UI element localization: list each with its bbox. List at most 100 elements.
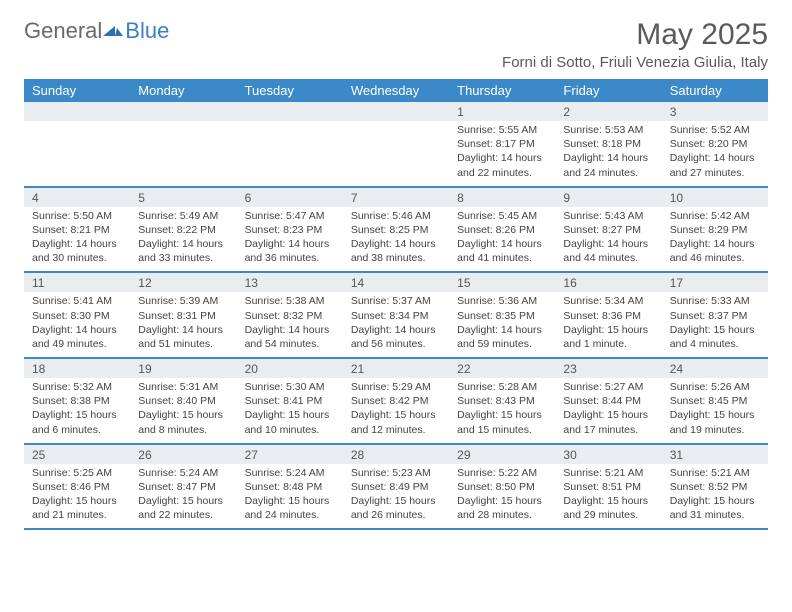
sunset-line: Sunset: 8:50 PM xyxy=(457,480,547,494)
weekday-label: Thursday xyxy=(449,79,555,102)
day-cell: Sunrise: 5:37 AMSunset: 8:34 PMDaylight:… xyxy=(343,292,449,357)
daylight-line: Daylight: 15 hours and 26 minutes. xyxy=(351,494,441,522)
weekday-label: Monday xyxy=(130,79,236,102)
day-number xyxy=(343,102,449,121)
sunrise-line: Sunrise: 5:41 AM xyxy=(32,294,122,308)
day-cell: Sunrise: 5:29 AMSunset: 8:42 PMDaylight:… xyxy=(343,378,449,443)
day-number xyxy=(130,102,236,121)
day-cell: Sunrise: 5:26 AMSunset: 8:45 PMDaylight:… xyxy=(662,378,768,443)
day-cell: Sunrise: 5:34 AMSunset: 8:36 PMDaylight:… xyxy=(555,292,661,357)
day-number: 31 xyxy=(662,445,768,464)
sunrise-line: Sunrise: 5:38 AM xyxy=(245,294,335,308)
day-cell: Sunrise: 5:45 AMSunset: 8:26 PMDaylight:… xyxy=(449,207,555,272)
sunrise-line: Sunrise: 5:28 AM xyxy=(457,380,547,394)
weekday-label: Saturday xyxy=(662,79,768,102)
day-number: 15 xyxy=(449,273,555,292)
sunrise-line: Sunrise: 5:43 AM xyxy=(563,209,653,223)
sunrise-line: Sunrise: 5:50 AM xyxy=(32,209,122,223)
day-cell xyxy=(130,121,236,186)
sunset-line: Sunset: 8:36 PM xyxy=(563,309,653,323)
day-cell: Sunrise: 5:31 AMSunset: 8:40 PMDaylight:… xyxy=(130,378,236,443)
sunrise-line: Sunrise: 5:36 AM xyxy=(457,294,547,308)
day-number: 22 xyxy=(449,359,555,378)
day-number: 5 xyxy=(130,188,236,207)
daynum-row: 18192021222324 xyxy=(24,359,768,378)
day-cell: Sunrise: 5:43 AMSunset: 8:27 PMDaylight:… xyxy=(555,207,661,272)
daylight-line: Daylight: 15 hours and 31 minutes. xyxy=(670,494,760,522)
daynum-row: 123 xyxy=(24,102,768,121)
sunrise-line: Sunrise: 5:42 AM xyxy=(670,209,760,223)
daylight-line: Daylight: 14 hours and 54 minutes. xyxy=(245,323,335,351)
weekday-label: Tuesday xyxy=(237,79,343,102)
weekday-header: Sunday Monday Tuesday Wednesday Thursday… xyxy=(24,79,768,102)
daylight-line: Daylight: 14 hours and 51 minutes. xyxy=(138,323,228,351)
day-number: 26 xyxy=(130,445,236,464)
day-cell: Sunrise: 5:24 AMSunset: 8:48 PMDaylight:… xyxy=(237,464,343,529)
title-block: May 2025 Forni di Sotto, Friuli Venezia … xyxy=(502,18,768,71)
sunset-line: Sunset: 8:17 PM xyxy=(457,137,547,151)
sunset-line: Sunset: 8:32 PM xyxy=(245,309,335,323)
sunrise-line: Sunrise: 5:47 AM xyxy=(245,209,335,223)
sunrise-line: Sunrise: 5:55 AM xyxy=(457,123,547,137)
day-number: 2 xyxy=(555,102,661,121)
sunrise-line: Sunrise: 5:52 AM xyxy=(670,123,760,137)
day-number: 20 xyxy=(237,359,343,378)
sunrise-line: Sunrise: 5:53 AM xyxy=(563,123,653,137)
sunrise-line: Sunrise: 5:27 AM xyxy=(563,380,653,394)
day-number: 13 xyxy=(237,273,343,292)
weekday-label: Friday xyxy=(555,79,661,102)
day-cell: Sunrise: 5:30 AMSunset: 8:41 PMDaylight:… xyxy=(237,378,343,443)
details-row: Sunrise: 5:41 AMSunset: 8:30 PMDaylight:… xyxy=(24,292,768,357)
sunrise-line: Sunrise: 5:45 AM xyxy=(457,209,547,223)
daylight-line: Daylight: 14 hours and 44 minutes. xyxy=(563,237,653,265)
sunset-line: Sunset: 8:26 PM xyxy=(457,223,547,237)
page-title: May 2025 xyxy=(502,18,768,52)
sunrise-line: Sunrise: 5:25 AM xyxy=(32,466,122,480)
day-cell: Sunrise: 5:23 AMSunset: 8:49 PMDaylight:… xyxy=(343,464,449,529)
calendar-week: 123Sunrise: 5:55 AMSunset: 8:17 PMDaylig… xyxy=(24,102,768,188)
daylight-line: Daylight: 15 hours and 19 minutes. xyxy=(670,408,760,436)
day-number: 1 xyxy=(449,102,555,121)
logo-word1: General xyxy=(24,18,102,44)
day-cell xyxy=(237,121,343,186)
calendar-page: General Blue May 2025 Forni di Sotto, Fr… xyxy=(0,0,792,542)
day-number: 10 xyxy=(662,188,768,207)
sunset-line: Sunset: 8:22 PM xyxy=(138,223,228,237)
daylight-line: Daylight: 14 hours and 59 minutes. xyxy=(457,323,547,351)
day-number xyxy=(237,102,343,121)
daynum-row: 11121314151617 xyxy=(24,273,768,292)
sunset-line: Sunset: 8:47 PM xyxy=(138,480,228,494)
sunrise-line: Sunrise: 5:24 AM xyxy=(245,466,335,480)
day-cell: Sunrise: 5:24 AMSunset: 8:47 PMDaylight:… xyxy=(130,464,236,529)
day-number: 23 xyxy=(555,359,661,378)
sunset-line: Sunset: 8:49 PM xyxy=(351,480,441,494)
day-number: 19 xyxy=(130,359,236,378)
sunrise-line: Sunrise: 5:46 AM xyxy=(351,209,441,223)
sunset-line: Sunset: 8:51 PM xyxy=(563,480,653,494)
sunset-line: Sunset: 8:45 PM xyxy=(670,394,760,408)
daylight-line: Daylight: 15 hours and 4 minutes. xyxy=(670,323,760,351)
day-number: 12 xyxy=(130,273,236,292)
day-cell: Sunrise: 5:42 AMSunset: 8:29 PMDaylight:… xyxy=(662,207,768,272)
day-number: 4 xyxy=(24,188,130,207)
day-number: 6 xyxy=(237,188,343,207)
sunrise-line: Sunrise: 5:32 AM xyxy=(32,380,122,394)
day-number: 28 xyxy=(343,445,449,464)
sunrise-line: Sunrise: 5:22 AM xyxy=(457,466,547,480)
daylight-line: Daylight: 15 hours and 12 minutes. xyxy=(351,408,441,436)
sunrise-line: Sunrise: 5:24 AM xyxy=(138,466,228,480)
details-row: Sunrise: 5:32 AMSunset: 8:38 PMDaylight:… xyxy=(24,378,768,443)
sunrise-line: Sunrise: 5:49 AM xyxy=(138,209,228,223)
daylight-line: Daylight: 14 hours and 56 minutes. xyxy=(351,323,441,351)
day-cell: Sunrise: 5:46 AMSunset: 8:25 PMDaylight:… xyxy=(343,207,449,272)
daynum-row: 25262728293031 xyxy=(24,445,768,464)
daylight-line: Daylight: 15 hours and 29 minutes. xyxy=(563,494,653,522)
sunset-line: Sunset: 8:27 PM xyxy=(563,223,653,237)
sunrise-line: Sunrise: 5:31 AM xyxy=(138,380,228,394)
day-number: 8 xyxy=(449,188,555,207)
details-row: Sunrise: 5:55 AMSunset: 8:17 PMDaylight:… xyxy=(24,121,768,186)
day-number: 11 xyxy=(24,273,130,292)
sunset-line: Sunset: 8:46 PM xyxy=(32,480,122,494)
sunset-line: Sunset: 8:48 PM xyxy=(245,480,335,494)
day-number: 16 xyxy=(555,273,661,292)
